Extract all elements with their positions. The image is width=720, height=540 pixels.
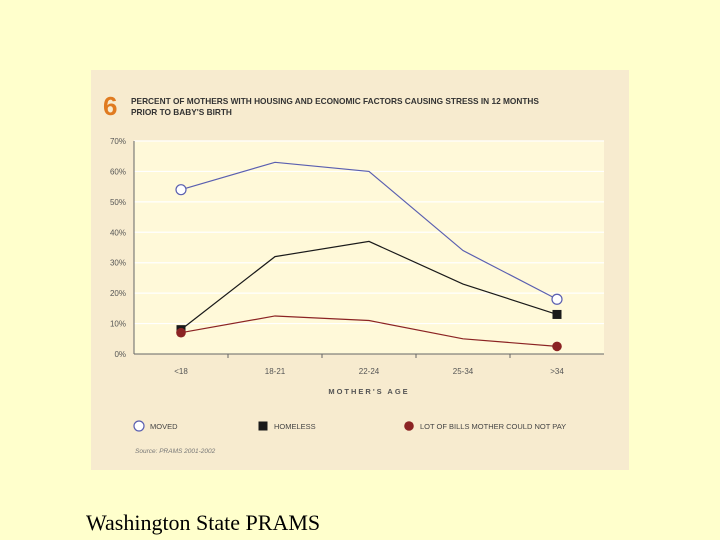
data-point [404,421,414,431]
x-tick-label: 25-34 [453,367,474,376]
line-chart: 6 PERCENT OF MOTHERS WITH HOUSING AND EC… [103,91,604,455]
legend-label: MOVED [150,422,178,431]
y-tick-label: 40% [110,228,126,237]
plot-area [134,141,604,354]
x-tick-label: 18-21 [265,367,286,376]
series-line [180,161,558,300]
slide-caption: Washington State PRAMS [86,510,321,535]
data-point [552,309,562,319]
y-tick-label: 70% [110,137,126,146]
x-tick-label: 22-24 [359,367,380,376]
legend-entry: MOVED [133,420,178,432]
figure-number: 6 [103,91,117,121]
series-lines [180,161,558,347]
y-tick-label: 30% [110,259,126,268]
legend-entry: HOMELESS [258,421,316,431]
chart-title-line2: PRIOR TO BABY'S BIRTH [131,107,232,117]
source-note: Source: PRAMS 2001-2002 [135,448,216,455]
y-tick-label: 10% [110,320,126,329]
y-tick-label: 50% [110,198,126,207]
data-point [552,341,562,352]
series-line [180,240,558,331]
chart-figure: 6 PERCENT OF MOTHERS WITH HOUSING AND EC… [91,70,629,470]
data-point [258,421,268,431]
y-axis-ticks: 0% 10% 20% 30% 40% 50% 60% 70% [110,137,126,359]
series-markers [175,184,563,352]
y-tick-label: 20% [110,289,126,298]
y-tick-label: 60% [110,167,126,176]
data-point [176,327,186,338]
legend: MOVED HOMELESS LOT OF BILLS MOTHER COULD N… [133,420,566,432]
data-point [175,184,187,196]
data-point [551,293,563,305]
x-axis-ticks: <18 18-21 22-24 25-34 >34 [174,354,564,376]
y-tick-label: 0% [114,350,126,359]
legend-entry: LOT OF BILLS MOTHER COULD NOT PAY [404,421,566,431]
x-tick-label: <18 [174,367,188,376]
legend-label: LOT OF BILLS MOTHER COULD NOT PAY [420,422,566,431]
data-point [133,420,145,432]
chart-title-line1: PERCENT OF MOTHERS WITH HOUSING AND ECON… [131,96,539,106]
series-line [180,315,558,347]
x-axis-label: MOTHER'S AGE [328,387,409,396]
x-tick-label: >34 [550,367,564,376]
legend-label: HOMELESS [274,422,316,431]
